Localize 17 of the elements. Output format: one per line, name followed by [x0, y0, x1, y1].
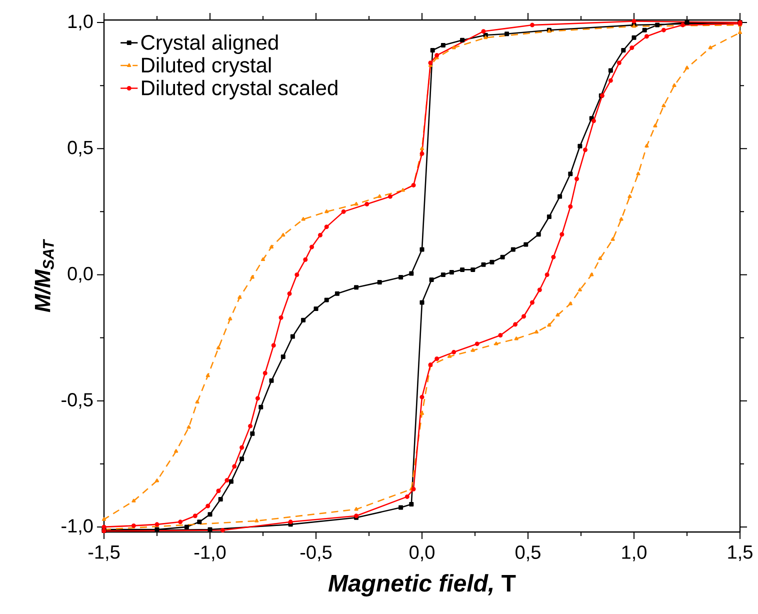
y-tick-label: 0,5 — [68, 140, 93, 156]
x-tick-label: -1,5 — [88, 546, 120, 562]
x-tick-label: 1,0 — [622, 546, 646, 562]
legend-label: Crystal aligned — [141, 34, 278, 54]
x-axis-title: Magnetic field, T — [328, 574, 516, 596]
x-tick-label: 1,5 — [728, 546, 752, 562]
x-tick-label: -1,0 — [194, 546, 226, 562]
x-tick-label: 0,5 — [516, 546, 540, 562]
y-tick-label: 0,0 — [68, 266, 93, 283]
y-tick-label: -0,5 — [62, 392, 93, 409]
y-axis-title: M/M$_{SAT}$ — [34, 238, 54, 312]
legend-label: Diluted crystal — [142, 57, 271, 77]
y-tick-label: 1,0 — [68, 14, 93, 30]
y-tick-label: -1,0 — [62, 519, 93, 535]
legend-label: Diluted crystal scaled — [142, 80, 338, 100]
x-tick-label: 0,0 — [410, 546, 434, 562]
x-tick-label: -0,5 — [300, 546, 332, 562]
